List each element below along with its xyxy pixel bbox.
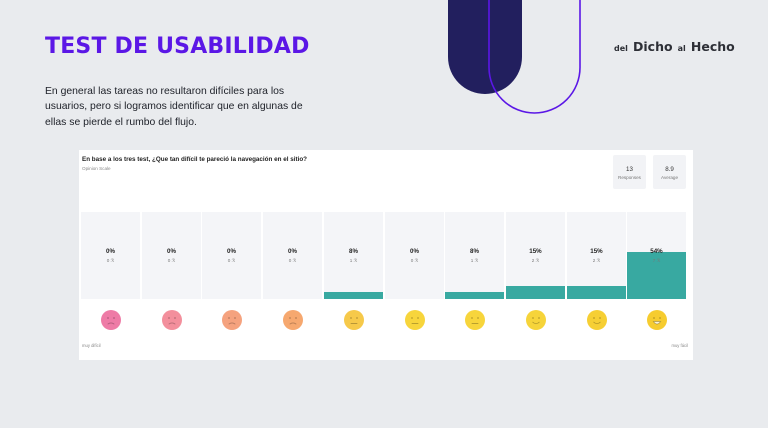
percent-label: 8% [470, 248, 479, 255]
average-value: 8.9 [665, 166, 674, 173]
percent-label: 0% [410, 248, 419, 255]
brand-word-hecho: Hecho [690, 39, 735, 54]
scale-option-9: 15% 2 ℛ [567, 212, 626, 299]
question-text: En base a los tres test, ¿Que tan difíci… [82, 156, 308, 163]
scale-option-2: 0% 0 ℛ [142, 212, 201, 299]
count-label: 1 ℛ [349, 258, 358, 263]
average-stat: 8.9 Average [653, 155, 686, 189]
brand-word-al: al [677, 44, 686, 53]
brand-logo: del Dicho al Hecho [614, 36, 735, 55]
percent-label: 15% [529, 248, 542, 255]
face-icon-4 [282, 310, 303, 330]
percent-label: 15% [590, 248, 603, 255]
face-icon-10 [646, 310, 667, 330]
scale-option-4: 0% 0 ℛ [263, 212, 322, 299]
face-icon-5 [343, 310, 364, 330]
page-title: TEST DE USABILIDAD [45, 34, 310, 59]
count-label: 7 ℛ [652, 258, 661, 263]
decorative-shapes [448, 0, 581, 114]
count-label: 0 ℛ [227, 258, 236, 263]
bar-5 [324, 292, 383, 299]
brand-word-del: del [614, 44, 628, 53]
bar-8 [506, 285, 565, 299]
scale-option-10: 54% 7 ℛ [627, 212, 686, 299]
scale-min-label: muy difícil [82, 343, 101, 348]
responses-value: 13 [626, 166, 633, 173]
percent-label: 54% [650, 248, 663, 255]
scale-option-3: 0% 0 ℛ [202, 212, 261, 299]
bar-9 [567, 285, 626, 299]
face-icon-8 [525, 310, 546, 330]
scale-option-1: 0% 0 ℛ [81, 212, 140, 299]
face-icon-9 [586, 310, 607, 330]
scale-option-6: 0% 0 ℛ [385, 212, 444, 299]
count-label: 0 ℛ [167, 258, 176, 263]
percent-label: 0% [106, 248, 115, 255]
responses-label: Responses [618, 175, 641, 180]
question-type: Opinion Scale [82, 166, 111, 171]
percent-label: 0% [227, 248, 236, 255]
count-label: 0 ℛ [288, 258, 297, 263]
percent-label: 8% [349, 248, 358, 255]
deco-outline-pill [488, 0, 581, 114]
count-label: 2 ℛ [592, 258, 601, 263]
bar-10 [627, 252, 686, 299]
percent-label: 0% [167, 248, 176, 255]
bar-7 [445, 292, 504, 299]
responses-stat: 13 Responses [613, 155, 646, 189]
scale-max-label: muy fácil [671, 343, 688, 348]
scale-option-8: 15% 2 ℛ [506, 212, 565, 299]
survey-result-card: En base a los tres test, ¿Que tan difíci… [79, 150, 693, 360]
face-icon-1 [100, 310, 121, 330]
count-label: 2 ℛ [531, 258, 540, 263]
deco-filled-pill [448, 0, 522, 94]
count-label: 0 ℛ [410, 258, 419, 263]
percent-label: 0% [288, 248, 297, 255]
brand-word-dicho: Dicho [633, 39, 673, 54]
scale-option-5: 8% 1 ℛ [324, 212, 383, 299]
face-icon-2 [161, 310, 182, 330]
face-icon-6 [404, 310, 425, 330]
face-icon-7 [464, 310, 485, 330]
scale-option-7: 8% 1 ℛ [445, 212, 504, 299]
count-label: 1 ℛ [470, 258, 479, 263]
count-label: 0 ℛ [106, 258, 115, 263]
average-label: Average [660, 175, 679, 180]
face-icon-3 [221, 310, 242, 330]
description-text: En general las tareas no resultaron difí… [45, 86, 303, 128]
